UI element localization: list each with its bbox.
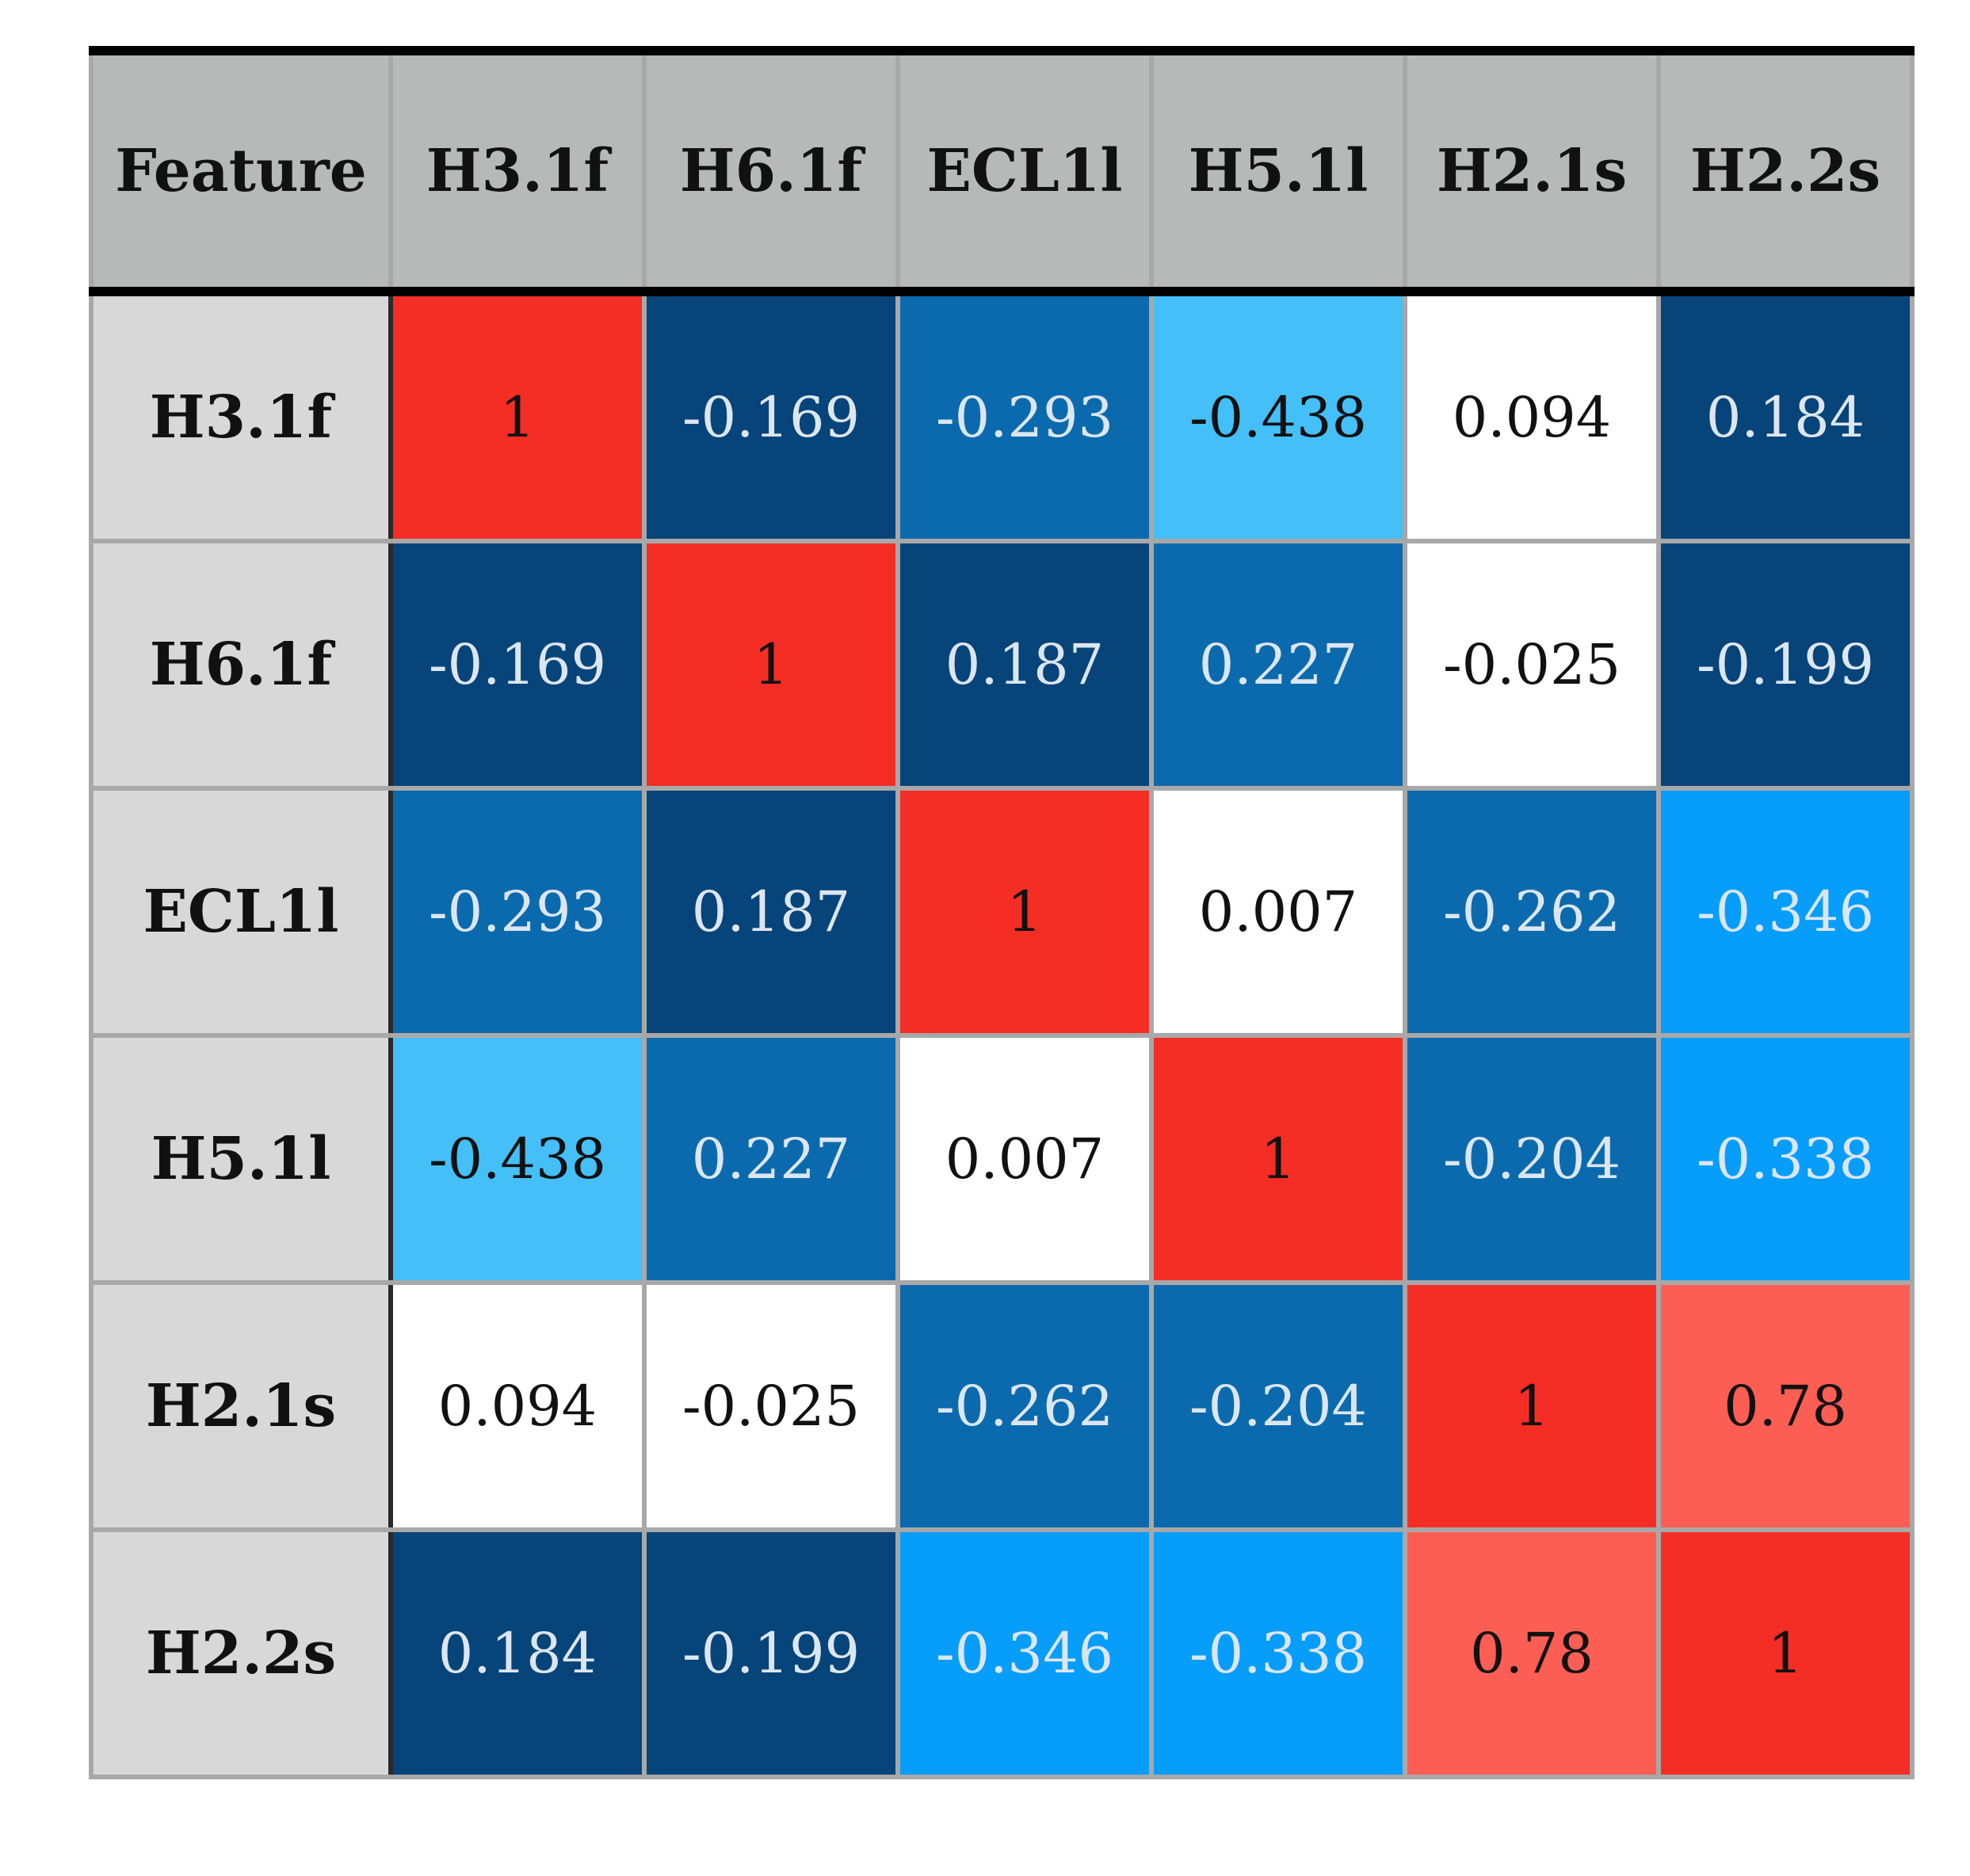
row-header: H2.2s	[89, 1527, 393, 1779]
heatmap-cell: -0.293	[388, 786, 647, 1038]
heatmap-cell: -0.199	[1656, 539, 1915, 791]
matrix-row: ECL1l -0.293 0.187 1 0.007 -0.262 -0.346	[89, 786, 1915, 1038]
heatmap-cell: -0.438	[388, 1033, 647, 1285]
heatmap-cell: -0.169	[388, 539, 647, 791]
heatmap-cell: -0.338	[1656, 1033, 1915, 1285]
row-header: H2.1s	[89, 1280, 393, 1532]
heatmap-cell: -0.346	[895, 1527, 1154, 1779]
heatmap-cell: 1	[1403, 1280, 1661, 1532]
heatmap-cell: 1	[1656, 1527, 1915, 1779]
heatmap-cell: 0.227	[642, 1033, 900, 1285]
column-header: H3.1f	[388, 46, 647, 296]
heatmap-cell: 0.78	[1656, 1280, 1915, 1532]
heatmap-cell: 1	[642, 539, 900, 791]
heatmap-cell: 0.007	[895, 1033, 1154, 1285]
heatmap-cell: -0.025	[1403, 539, 1661, 791]
heatmap-cell: -0.204	[1403, 1033, 1661, 1285]
row-header: H3.1f	[89, 289, 393, 543]
matrix-row: H6.1f -0.169 1 0.187 0.227 -0.025 -0.199	[89, 539, 1915, 791]
matrix-row: H3.1f 1 -0.169 -0.293 -0.438 0.094 0.184	[89, 289, 1915, 543]
heatmap-cell: -0.438	[1149, 289, 1407, 543]
heatmap-cell: 0.187	[895, 539, 1154, 791]
heatmap-cell: -0.262	[1403, 786, 1661, 1038]
heatmap-cell: -0.338	[1149, 1527, 1407, 1779]
heatmap-cell: 0.184	[388, 1527, 647, 1779]
heatmap-cell: 1	[895, 786, 1154, 1038]
heatmap-cell: 0.094	[388, 1280, 647, 1532]
correlation-matrix: Feature H3.1f H6.1f ECL1l H5.1l H2.1s H2…	[89, 46, 1915, 1779]
heatmap-cell: -0.199	[642, 1527, 900, 1779]
header-row: Feature H3.1f H6.1f ECL1l H5.1l H2.1s H2…	[89, 46, 1915, 296]
column-header: H2.2s	[1656, 46, 1915, 296]
matrix-row: H5.1l -0.438 0.227 0.007 1 -0.204 -0.338	[89, 1033, 1915, 1285]
row-header: H6.1f	[89, 539, 393, 791]
matrix-row: H2.1s 0.094 -0.025 -0.262 -0.204 1 0.78	[89, 1280, 1915, 1532]
heatmap-cell: 1	[1149, 1033, 1407, 1285]
heatmap-cell: 0.78	[1403, 1527, 1661, 1779]
heatmap-cell: 1	[388, 289, 647, 543]
corner-header: Feature	[89, 46, 393, 296]
heatmap-cell: -0.204	[1149, 1280, 1407, 1532]
heatmap-cell: 0.184	[1656, 289, 1915, 543]
row-header: H5.1l	[89, 1033, 393, 1285]
heatmap-cell: -0.169	[642, 289, 900, 543]
heatmap-cell: 0.007	[1149, 786, 1407, 1038]
heatmap-cell: -0.346	[1656, 786, 1915, 1038]
heatmap-cell: 0.094	[1403, 289, 1661, 543]
column-header: H6.1f	[642, 46, 900, 296]
column-header: H5.1l	[1149, 46, 1407, 296]
row-header: ECL1l	[89, 786, 393, 1038]
heatmap-cell: 0.187	[642, 786, 900, 1038]
heatmap-cell: -0.262	[895, 1280, 1154, 1532]
column-header: H2.1s	[1403, 46, 1661, 296]
matrix-row: H2.2s 0.184 -0.199 -0.346 -0.338 0.78 1	[89, 1527, 1915, 1779]
heatmap-cell: 0.227	[1149, 539, 1407, 791]
column-header: ECL1l	[895, 46, 1154, 296]
heatmap-cell: -0.293	[895, 289, 1154, 543]
heatmap-cell: -0.025	[642, 1280, 900, 1532]
